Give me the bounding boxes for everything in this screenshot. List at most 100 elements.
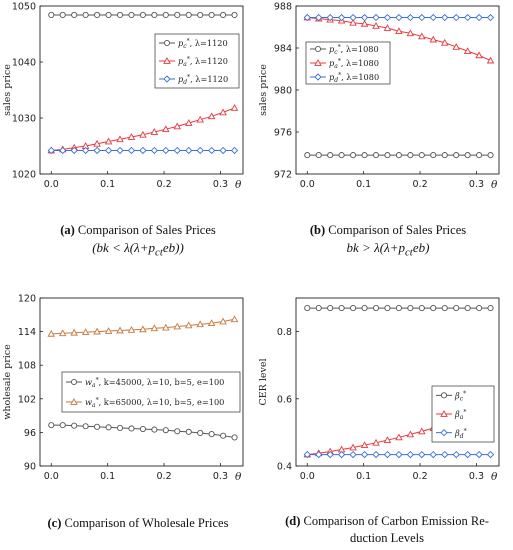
data-point bbox=[207, 112, 216, 120]
data-point bbox=[150, 324, 159, 332]
x-tick-label: 0.3 bbox=[213, 471, 228, 482]
data-point bbox=[372, 305, 380, 312]
y-tick-label: 114 bbox=[18, 327, 36, 338]
data-point bbox=[395, 152, 402, 159]
data-point bbox=[475, 13, 483, 22]
data-point bbox=[151, 426, 158, 433]
y-axis-label: sales price bbox=[258, 64, 269, 116]
series-d-2 bbox=[303, 13, 495, 22]
data-point bbox=[81, 146, 90, 155]
data-point bbox=[128, 11, 135, 19]
y-axis-label: sales price bbox=[2, 64, 13, 116]
x-axis-label: θ bbox=[491, 471, 498, 483]
legend-marker bbox=[314, 45, 322, 53]
data-point bbox=[116, 146, 124, 155]
data-point bbox=[105, 11, 112, 19]
legend-marker bbox=[314, 59, 322, 66]
caption-b-letter: (b) bbox=[309, 223, 326, 237]
data-point bbox=[327, 152, 334, 159]
data-point bbox=[372, 22, 380, 29]
data-point bbox=[82, 11, 89, 19]
data-point bbox=[337, 13, 346, 22]
x-tick-label: 0.2 bbox=[413, 471, 428, 482]
legend-marker bbox=[163, 75, 171, 83]
data-point bbox=[360, 441, 369, 449]
legend-entry: βa* bbox=[454, 409, 466, 421]
data-point bbox=[162, 427, 169, 434]
x-tick-label: 0.1 bbox=[100, 471, 115, 482]
data-point bbox=[116, 135, 124, 143]
data-point bbox=[441, 13, 449, 22]
plot-frame-c bbox=[39, 297, 244, 467]
series-c-0 bbox=[304, 152, 494, 159]
caption-d-text: Comparison of Carbon Emission Re- bbox=[300, 514, 489, 528]
data-point bbox=[430, 152, 437, 159]
legend-marker bbox=[440, 429, 448, 437]
caption-a-text: Comparison of Sales Prices bbox=[74, 223, 216, 237]
data-point bbox=[105, 424, 112, 431]
data-point bbox=[338, 305, 345, 312]
data-point bbox=[418, 13, 426, 22]
data-point bbox=[104, 327, 113, 334]
y-tick-label: 976 bbox=[274, 128, 292, 139]
data-point bbox=[197, 429, 204, 437]
data-point bbox=[406, 13, 414, 22]
y-tick-label: 1050 bbox=[12, 2, 36, 13]
series-line bbox=[51, 107, 235, 151]
data-point bbox=[395, 433, 403, 441]
series-a-0 bbox=[48, 422, 238, 441]
series-a-1 bbox=[47, 103, 239, 154]
data-point bbox=[475, 51, 483, 59]
data-point bbox=[452, 450, 460, 459]
data-point bbox=[71, 11, 78, 19]
data-point bbox=[406, 29, 415, 37]
x-tick-label: 0.0 bbox=[300, 471, 315, 482]
data-point bbox=[173, 322, 182, 330]
data-point bbox=[429, 13, 437, 22]
y-tick-label: 972 bbox=[274, 170, 292, 181]
data-point bbox=[441, 152, 448, 159]
data-point bbox=[360, 13, 369, 22]
caption-b-formula: bk > λ(λ+pcteb) bbox=[346, 240, 430, 259]
data-point bbox=[220, 11, 227, 19]
data-point bbox=[162, 323, 170, 331]
caption-c: (c) Comparison of Wholesale Prices bbox=[18, 515, 258, 532]
plot-frame-d bbox=[295, 297, 500, 467]
data-point bbox=[418, 450, 426, 459]
data-point bbox=[116, 424, 124, 431]
data-point bbox=[453, 152, 460, 159]
data-point bbox=[184, 119, 193, 126]
data-point bbox=[463, 47, 472, 54]
caption-d: (d) Comparison of Carbon Emission Re- du… bbox=[262, 513, 512, 547]
y-tick-label: 984 bbox=[274, 44, 292, 55]
data-point bbox=[383, 13, 392, 22]
data-point bbox=[94, 11, 101, 19]
data-point bbox=[174, 11, 181, 19]
data-point bbox=[395, 27, 403, 35]
data-point bbox=[173, 146, 181, 155]
x-tick-label: 0.3 bbox=[213, 179, 228, 190]
data-point bbox=[208, 11, 215, 19]
data-point bbox=[407, 305, 414, 312]
data-point bbox=[94, 423, 101, 430]
data-point bbox=[59, 11, 66, 19]
data-point bbox=[337, 450, 346, 459]
x-axis-label: θ bbox=[235, 471, 242, 483]
data-point bbox=[476, 152, 483, 159]
data-point bbox=[197, 11, 204, 19]
caption-c-letter: (c) bbox=[47, 516, 62, 530]
data-point bbox=[139, 130, 147, 138]
data-point bbox=[208, 146, 216, 155]
data-point bbox=[487, 152, 494, 159]
data-point bbox=[82, 423, 89, 430]
data-point bbox=[418, 305, 425, 312]
data-point bbox=[315, 305, 322, 312]
y-axis-label: wholesale price bbox=[2, 344, 13, 420]
data-point bbox=[150, 146, 158, 155]
data-point bbox=[429, 450, 437, 459]
data-point bbox=[116, 326, 124, 334]
data-point bbox=[372, 13, 380, 22]
legend-marker bbox=[314, 73, 322, 81]
y-tick-label: 108 bbox=[18, 361, 36, 372]
